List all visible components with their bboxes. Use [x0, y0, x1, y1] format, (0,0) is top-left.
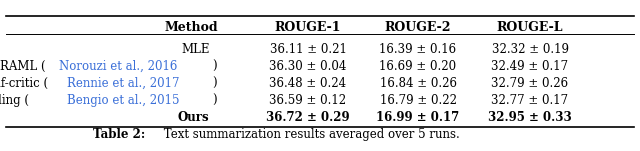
Text: MLE: MLE — [181, 43, 210, 56]
Text: 16.99 ± 0.17: 16.99 ± 0.17 — [376, 111, 460, 124]
Text: Rennie et al., 2017: Rennie et al., 2017 — [67, 77, 179, 90]
Text: 16.84 ± 0.26: 16.84 ± 0.26 — [380, 77, 456, 90]
Text: 36.11 ± 0.21: 36.11 ± 0.21 — [269, 43, 346, 56]
Text: 16.69 ± 0.20: 16.69 ± 0.20 — [380, 60, 456, 73]
Text: ): ) — [212, 77, 217, 90]
Text: 36.72 ± 0.29: 36.72 ± 0.29 — [266, 111, 350, 124]
Text: Table 2:: Table 2: — [93, 128, 145, 141]
Text: 16.39 ± 0.16: 16.39 ± 0.16 — [380, 43, 456, 56]
Text: ): ) — [212, 94, 217, 107]
Text: ROUGE-L: ROUGE-L — [497, 21, 563, 34]
Text: 32.49 ± 0.17: 32.49 ± 0.17 — [492, 60, 568, 73]
Text: Bengio et al., 2015: Bengio et al., 2015 — [67, 94, 179, 107]
Text: Method: Method — [164, 21, 218, 34]
Text: ROUGE-2: ROUGE-2 — [385, 21, 451, 34]
Text: 36.59 ± 0.12: 36.59 ± 0.12 — [269, 94, 347, 107]
Text: Self-critic (: Self-critic ( — [0, 77, 47, 90]
Text: 32.32 ± 0.19: 32.32 ± 0.19 — [492, 43, 568, 56]
Text: 36.48 ± 0.24: 36.48 ± 0.24 — [269, 77, 347, 90]
Text: ROUGE-1: ROUGE-1 — [275, 21, 341, 34]
Text: 32.77 ± 0.17: 32.77 ± 0.17 — [492, 94, 568, 107]
Text: Scheduled Sampling (: Scheduled Sampling ( — [0, 94, 29, 107]
Text: 32.95 ± 0.33: 32.95 ± 0.33 — [488, 111, 572, 124]
Text: 36.30 ± 0.04: 36.30 ± 0.04 — [269, 60, 347, 73]
Text: 32.79 ± 0.26: 32.79 ± 0.26 — [492, 77, 568, 90]
Text: Norouzi et al., 2016: Norouzi et al., 2016 — [60, 60, 178, 73]
Text: ): ) — [212, 60, 217, 73]
Text: 16.79 ± 0.22: 16.79 ± 0.22 — [380, 94, 456, 107]
Text: RAML (: RAML ( — [1, 60, 46, 73]
Text: Text summarization results averaged over 5 runs.: Text summarization results averaged over… — [161, 128, 460, 141]
Text: Ours: Ours — [177, 111, 209, 124]
